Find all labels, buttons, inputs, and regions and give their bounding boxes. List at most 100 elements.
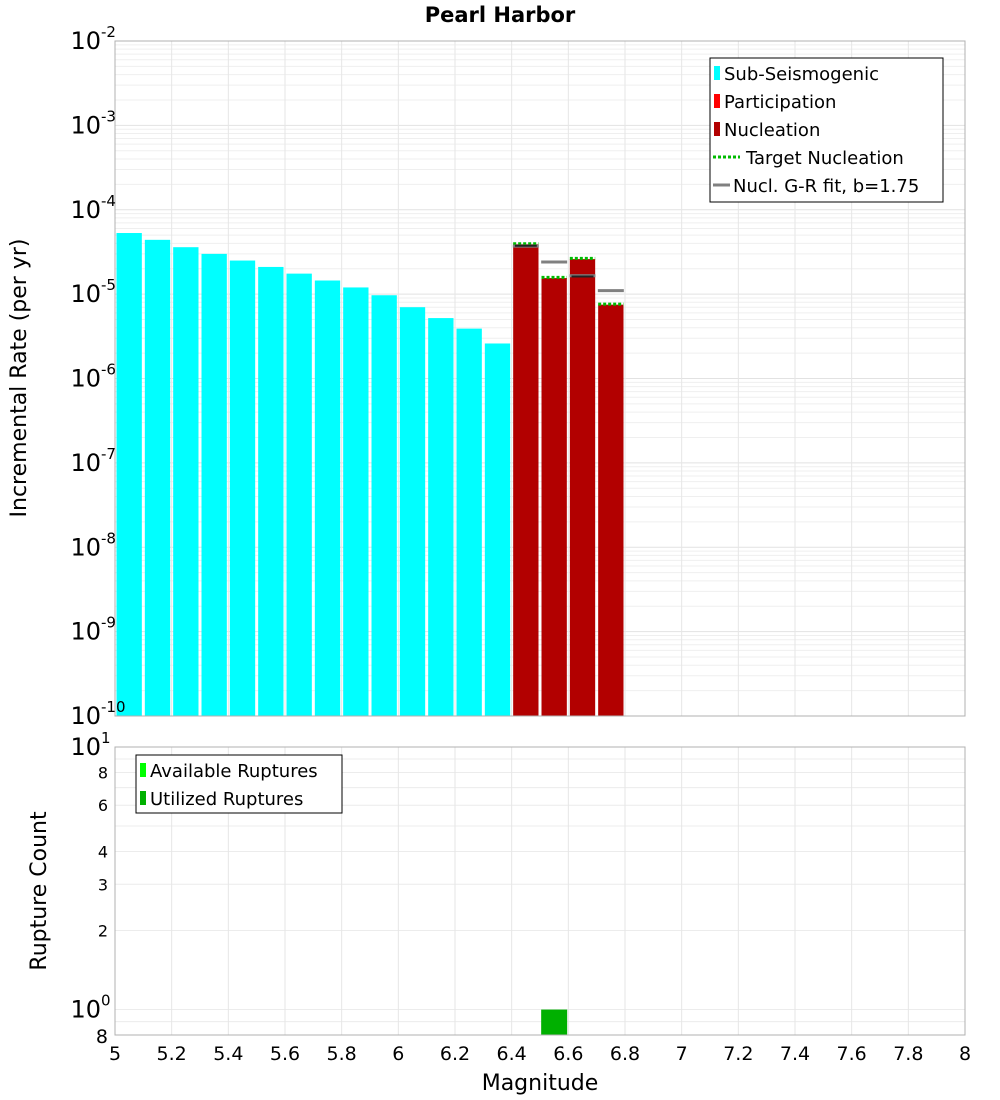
chart-title: Pearl Harbor xyxy=(425,3,576,27)
y-tick-exponent: -10 xyxy=(101,698,126,716)
y-tick-exponent: 1 xyxy=(101,729,111,747)
sub-seismogenic-bar xyxy=(144,239,171,716)
y-tick-exponent: -7 xyxy=(101,445,116,463)
y-tick-label: 10 -3 xyxy=(70,107,116,139)
y-tick-label: 10 -9 xyxy=(70,614,116,646)
x-tick-label: 7.8 xyxy=(893,1043,923,1065)
legend-swatch-participation xyxy=(714,94,720,108)
x-tick-label: 5.6 xyxy=(270,1043,300,1065)
x-tick-label: 6 xyxy=(392,1043,404,1065)
x-tick-label: 6.6 xyxy=(553,1043,583,1065)
nucleation-bar xyxy=(569,259,596,716)
sub-seismogenic-bar xyxy=(399,307,426,716)
top-plot-frame xyxy=(114,40,966,717)
bottom-y-axis-label: Rupture Count xyxy=(27,811,52,971)
top-plot-lines xyxy=(512,242,624,306)
top-plot-gridlines xyxy=(114,41,966,717)
y-tick-base: 10 xyxy=(70,618,101,646)
y-tick-label: 6 xyxy=(98,796,108,815)
sub-seismogenic-bar xyxy=(116,233,142,716)
y-tick-exponent: -2 xyxy=(101,23,116,41)
sub-seismogenic-bar xyxy=(229,260,256,716)
x-tick-label: 6.2 xyxy=(440,1043,470,1065)
x-tick-label: 5.4 xyxy=(213,1043,243,1065)
nucleation-bar xyxy=(598,304,624,716)
sub-seismogenic-bar xyxy=(314,280,341,716)
y-tick-base: 10 xyxy=(70,111,101,139)
x-tick-label: 5 xyxy=(109,1043,121,1065)
nucleation-bar xyxy=(513,244,539,717)
y-tick-label: 10 -7 xyxy=(70,445,116,477)
top-y-axis-label: Incremental Rate (per yr) xyxy=(7,239,32,518)
legend-label-participation: Participation xyxy=(724,92,836,113)
x-tick-label: 5.2 xyxy=(157,1043,187,1065)
y-tick-label: 10 0 xyxy=(70,992,110,1024)
x-tick-label: 5.8 xyxy=(327,1043,357,1065)
y-tick-label: 10 1 xyxy=(70,729,110,761)
legend-label-gr-fit: Nucl. G-R fit, b=1.75 xyxy=(733,176,919,197)
legend-label-available-ruptures: Available Ruptures xyxy=(150,761,318,782)
x-tick-label: 7.6 xyxy=(837,1043,867,1065)
x-axis-label: Magnitude xyxy=(482,1071,599,1096)
x-tick-label: 6.4 xyxy=(497,1043,527,1065)
sub-seismogenic-bar xyxy=(201,253,227,716)
y-tick-base: 10 xyxy=(70,27,101,55)
y-tick-label: 10 -4 xyxy=(70,192,116,224)
y-tick-label: 3 xyxy=(98,875,108,894)
sub-seismogenic-bar xyxy=(343,287,369,716)
sub-seismogenic-bar xyxy=(456,328,482,716)
legend-swatch-nucleation xyxy=(714,122,720,136)
sub-seismogenic-bar xyxy=(258,266,284,716)
x-tick-label: 7.2 xyxy=(723,1043,753,1065)
y-tick-exponent: -3 xyxy=(101,107,116,125)
y-tick-base: 10 xyxy=(70,365,101,393)
y-tick-label: 10 -5 xyxy=(70,276,116,308)
y-tick-label: 10 -2 xyxy=(70,23,116,55)
x-tick-label: 7.4 xyxy=(780,1043,810,1065)
legend-label-sub-seismogenic: Sub-Seismogenic xyxy=(724,64,879,85)
top-legend-box xyxy=(709,57,944,203)
sub-seismogenic-bar xyxy=(428,318,454,716)
x-tick-label: 7 xyxy=(676,1043,688,1065)
bottom-legend: Available Ruptures Utilized Ruptures xyxy=(135,754,343,814)
y-tick-base: 10 xyxy=(70,702,101,730)
sub-seismogenic-bar xyxy=(484,343,511,716)
top-legend: Sub-Seismogenic Participation Nucleation… xyxy=(709,57,944,203)
y-tick-base: 10 xyxy=(70,733,101,761)
y-tick-base: 10 xyxy=(70,533,101,561)
legend-label-target-nucleation: Target Nucleation xyxy=(745,148,904,169)
y-tick-label: 10 -10 xyxy=(70,698,125,730)
legend-swatch-utilized-ruptures xyxy=(140,791,146,805)
y-tick-base: 10 xyxy=(70,196,101,224)
y-tick-base: 10 xyxy=(70,996,101,1024)
y-tick-label: 10 -6 xyxy=(70,361,116,393)
sub-seismogenic-bar xyxy=(371,295,397,716)
y-tick-exponent: -9 xyxy=(101,614,116,632)
x-tick-label: 8 xyxy=(959,1043,971,1065)
sub-seismogenic-bar xyxy=(173,247,199,716)
x-tick-label: 6.8 xyxy=(610,1043,640,1065)
legend-label-nucleation: Nucleation xyxy=(724,120,820,141)
legend-swatch-sub-seismogenic xyxy=(714,66,720,80)
y-tick-label: 2 xyxy=(98,922,108,941)
y-tick-exponent: -5 xyxy=(101,276,116,294)
legend-swatch-available-ruptures xyxy=(140,763,146,777)
bottom-plot-bars xyxy=(541,1009,568,1035)
x-axis-ticks: 5 5.2 5.4 5.6 5.8 6 6.2 6.4 6.6 6.8 7 7.2 7.4 7.6 7.8 8 xyxy=(109,1043,971,1065)
legend-label-utilized-ruptures: Utilized Ruptures xyxy=(150,789,303,810)
bottom-legend-box xyxy=(135,754,343,814)
y-tick-exponent: 0 xyxy=(101,992,111,1010)
y-tick-label: 10 -8 xyxy=(70,529,116,561)
nucleation-bar xyxy=(541,278,567,716)
y-tick-exponent: -4 xyxy=(101,192,116,210)
sub-seismogenic-bar xyxy=(286,273,312,716)
y-tick-base: 10 xyxy=(70,449,101,477)
y-tick-label: 4 xyxy=(98,842,108,861)
y-tick-base: 10 xyxy=(70,280,101,308)
top-plot-bars xyxy=(116,233,624,717)
y-tick-exponent: -6 xyxy=(101,361,116,379)
y-tick-label: 8 xyxy=(98,763,108,782)
